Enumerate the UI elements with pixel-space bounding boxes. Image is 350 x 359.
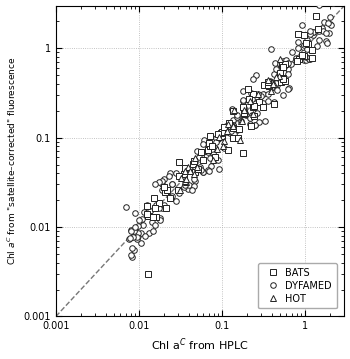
Y-axis label: Chl $a^C$ from "satellite–corrected" fluorescence: Chl $a^C$ from "satellite–corrected" flu… — [6, 57, 18, 265]
X-axis label: Chl a$^C$ from HPLC: Chl a$^C$ from HPLC — [151, 337, 249, 354]
Legend: BATS, DYFAMED, HOT: BATS, DYFAMED, HOT — [258, 263, 337, 308]
